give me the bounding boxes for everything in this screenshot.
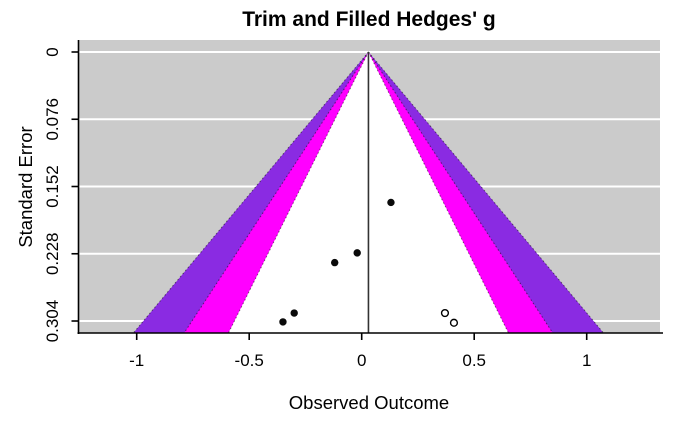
y-tick-label: 0.076 xyxy=(43,98,62,141)
x-tick-label: 0 xyxy=(357,351,366,370)
y-tick-label: 0.228 xyxy=(43,232,62,275)
y-tick-label: 0.152 xyxy=(43,165,62,208)
y-tick-label: 0 xyxy=(43,47,62,56)
funnel-band-edge-dotted xyxy=(133,51,369,334)
x-tick-label: -1 xyxy=(129,351,144,370)
x-tick-label: -0.5 xyxy=(235,351,264,370)
funnel-band-edge-dotted xyxy=(227,51,369,334)
data-point-imputed xyxy=(440,308,450,318)
chart-title: Trim and Filled Hedges' g xyxy=(242,8,496,31)
data-point-observed xyxy=(279,318,287,326)
y-tick-label: 0.304 xyxy=(43,300,62,343)
data-point-imputed xyxy=(449,318,459,327)
data-point-observed xyxy=(387,198,395,207)
x-tick-label: 0.5 xyxy=(462,351,486,370)
plot-layer: -1 -0.5 0 0.5 1 0 0.076 0.152 0.228 0.304 xyxy=(43,40,663,370)
funnel-band-edge-dotted xyxy=(183,51,369,334)
funnel-band-edge-dotted xyxy=(368,51,604,334)
data-point-observed xyxy=(331,258,339,267)
x-tick-label: 1 xyxy=(582,351,591,370)
funnel-band-edge-dotted xyxy=(368,51,509,334)
funnel-band-edge-dotted xyxy=(368,51,554,334)
y-axis-label: Standard Error xyxy=(15,126,36,247)
x-axis-label: Observed Outcome xyxy=(289,392,449,413)
data-point-observed xyxy=(290,309,298,317)
data-point-observed xyxy=(353,249,361,257)
